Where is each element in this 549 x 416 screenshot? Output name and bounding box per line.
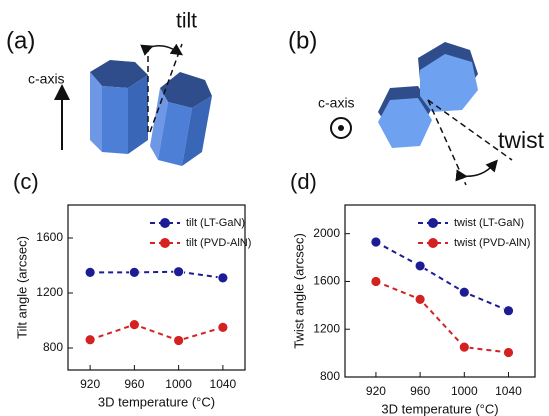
panel-label: (a): [6, 27, 35, 54]
x-axis-label: 3D temperature (°C): [381, 401, 498, 416]
hexagon: [378, 42, 478, 148]
data-point: [85, 267, 95, 277]
data-point: [174, 267, 184, 277]
series-line: [376, 242, 509, 311]
x-tick-label: 960: [410, 384, 430, 398]
panel-label: (c): [13, 169, 39, 194]
legend-label: twist (PVD-AlN): [454, 237, 530, 249]
y-axis-label: Tilt angle (arcsec): [14, 236, 29, 339]
data-point: [371, 237, 381, 247]
legend-label: twist (LT-GaN): [454, 217, 524, 229]
series-line: [90, 325, 223, 341]
prism-tilted: [150, 72, 212, 166]
data-point: [503, 348, 513, 358]
legend-marker: [160, 218, 170, 228]
figure: (a) c-axis tilt (b) c-axis: [0, 0, 549, 416]
x-tick-label: 960: [124, 377, 144, 391]
panel-a: (a) c-axis tilt: [6, 10, 212, 166]
axis-label: c-axis: [318, 95, 355, 111]
x-tick-label: 1040: [210, 377, 237, 391]
y-tick-label: 1200: [36, 285, 63, 299]
data-point: [129, 320, 139, 330]
angle-arc: [462, 164, 494, 176]
data-point: [218, 273, 228, 283]
y-tick-label: 1600: [313, 274, 340, 288]
legend-marker: [428, 238, 438, 248]
data-point: [503, 306, 513, 316]
series-line: [90, 272, 223, 278]
legend-marker: [428, 218, 438, 228]
x-tick-label: 920: [366, 384, 386, 398]
data-point: [459, 342, 469, 352]
data-point: [415, 294, 425, 304]
prism: [90, 60, 148, 154]
legend-marker: [160, 238, 170, 248]
y-tick-label: 1200: [313, 321, 340, 335]
angle-label: twist: [498, 127, 545, 153]
data-point: [129, 267, 139, 277]
panel-label: (d): [290, 169, 317, 194]
y-axis-label: Twist angle (arcsec): [291, 233, 306, 349]
panel-b: (b) c-axis twist: [288, 27, 545, 185]
x-tick-label: 1040: [495, 384, 522, 398]
plot-frame: [68, 205, 245, 370]
x-tick-label: 1000: [451, 384, 478, 398]
axis-label: c-axis: [28, 71, 65, 87]
data-point: [415, 261, 425, 271]
x-tick-label: 920: [80, 377, 100, 391]
x-tick-label: 1000: [165, 377, 192, 391]
legend-label: tilt (LT-GaN): [186, 217, 245, 229]
y-tick-label: 2000: [313, 226, 340, 240]
y-tick-label: 800: [320, 369, 340, 383]
x-axis-label: 3D temperature (°C): [98, 394, 215, 409]
y-tick-label: 1600: [36, 230, 63, 244]
data-point: [218, 322, 228, 332]
panel-label: (b): [288, 27, 317, 54]
data-point: [85, 335, 95, 345]
data-point: [174, 335, 184, 345]
data-point: [371, 276, 381, 286]
data-point: [459, 287, 469, 297]
angle-label: tilt: [176, 10, 197, 33]
legend-label: tilt (PVD-AlN): [186, 237, 251, 249]
angle-arc: [148, 46, 178, 52]
y-tick-label: 800: [43, 340, 63, 354]
series-line: [376, 281, 509, 352]
axis-symbol: [338, 125, 344, 131]
